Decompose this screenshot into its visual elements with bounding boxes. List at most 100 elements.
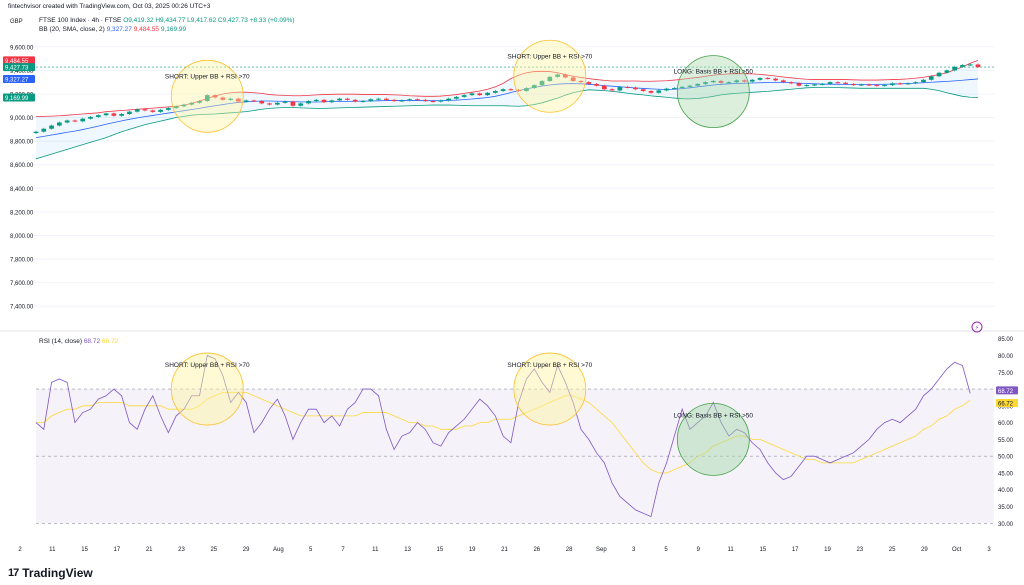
price-badge-label: 9,327.27: [5, 77, 29, 83]
candle-body: [290, 101, 296, 106]
candle: [563, 73, 568, 79]
rsi-tick-label: 85.00: [998, 337, 1014, 343]
price-badge: 9,327.27: [3, 74, 35, 83]
candle-body: [103, 113, 109, 116]
svg-text:⚡: ⚡: [975, 325, 979, 332]
candle-body: [913, 82, 919, 84]
candle: [773, 77, 778, 82]
candle: [64, 119, 70, 124]
candle: [477, 92, 483, 97]
candle: [819, 82, 825, 86]
candle: [103, 112, 109, 117]
candle: [173, 105, 179, 110]
price-badge-label: 9,169.99: [5, 96, 29, 102]
candle: [734, 79, 739, 84]
rsi-line: [35, 354, 971, 518]
price-badge-label: 9,484.55: [5, 59, 29, 65]
candle-body: [882, 85, 887, 87]
price-tick-label: 9,000.00: [10, 116, 34, 122]
candle: [656, 89, 662, 94]
candle: [508, 88, 514, 91]
rsi-signal-circle: [170, 352, 244, 426]
candle: [95, 114, 101, 118]
rsi-value: 68.72: [83, 338, 101, 345]
candle-body: [189, 102, 195, 105]
rsi-annotations: SHORT: Upper BB + RSI >70 SHORT: Upper BB…: [165, 352, 754, 476]
candle-body: [127, 111, 132, 115]
candle-body: [944, 70, 950, 73]
rsi-lines: [35, 354, 971, 518]
candle: [890, 82, 895, 87]
price-badge-bg: [3, 93, 35, 102]
candle: [236, 97, 241, 103]
bollinger-bands: [35, 60, 994, 160]
candle-body: [306, 101, 311, 104]
candle-body: [383, 98, 389, 100]
candle-body: [874, 85, 880, 87]
candle: [422, 98, 428, 102]
candle-body: [967, 64, 973, 66]
candle: [313, 98, 319, 102]
candles: [33, 63, 981, 135]
candle: [220, 96, 226, 101]
price-badge-bg: [3, 74, 35, 83]
candle-body: [267, 103, 272, 105]
candle-body: [212, 95, 218, 98]
tradingview-brand[interactable]: 17 TradingView: [8, 566, 93, 580]
rsi-signal-label: LONG: Basis BB + RSI >50: [674, 412, 754, 419]
price-grid: [0, 46, 1024, 332]
candle-body: [547, 76, 553, 81]
price-tick-label: 7,400.00: [10, 305, 34, 311]
candle-body: [119, 114, 124, 116]
candle-body: [500, 89, 506, 92]
candle-body: [313, 99, 319, 102]
price-tick-label: 7,600.00: [10, 281, 34, 287]
bb-basis-value: 9,327.27: [106, 26, 132, 33]
rsi-badge-bg: [996, 386, 1018, 395]
candle: [928, 75, 934, 81]
candle: [936, 71, 942, 78]
symbol-title[interactable]: FTSE 100 Index · 4h · FTSE: [39, 17, 122, 24]
candle-body: [492, 91, 498, 93]
candle-body: [204, 95, 210, 102]
rsi-label[interactable]: RSI (14, close): [39, 338, 82, 345]
candle: [500, 88, 506, 92]
candle: [368, 98, 374, 102]
time-tick-label: 25: [889, 547, 896, 553]
candle: [827, 81, 833, 85]
candle-body: [64, 120, 70, 123]
candle-body: [555, 74, 560, 77]
candle: [524, 87, 529, 92]
candle-body: [438, 100, 444, 102]
price-badge: 9,169.99: [3, 93, 35, 102]
candle: [851, 82, 856, 87]
candle: [742, 79, 747, 83]
price-badge-label: 9,427.73: [5, 66, 29, 72]
candle-body: [360, 101, 366, 103]
candle: [625, 85, 631, 89]
candle-body: [858, 84, 864, 86]
candle-body: [173, 106, 179, 109]
candle: [835, 81, 841, 84]
bb-label[interactable]: BB (20, SMA, close, 2): [39, 26, 105, 33]
candle: [586, 81, 592, 85]
price-badge-bg: [3, 63, 35, 72]
candle-body: [703, 82, 708, 84]
candle-body: [134, 109, 140, 112]
rsi-tick-label: 30.00: [998, 522, 1014, 528]
candle-body: [672, 88, 677, 90]
candle: [672, 87, 677, 90]
rsi-badge-label: 68.72: [998, 389, 1014, 395]
candle: [710, 80, 716, 84]
candle: [469, 92, 475, 97]
candle-body: [921, 79, 926, 83]
candle: [158, 108, 163, 113]
price-signal-circle: [513, 39, 587, 113]
candle: [905, 82, 911, 85]
rsi-signal-circle: [676, 402, 750, 476]
time-tick-label: 3: [987, 547, 991, 553]
candle: [539, 80, 545, 87]
candle-body: [329, 100, 335, 103]
time-tick-label: 25: [210, 547, 217, 553]
